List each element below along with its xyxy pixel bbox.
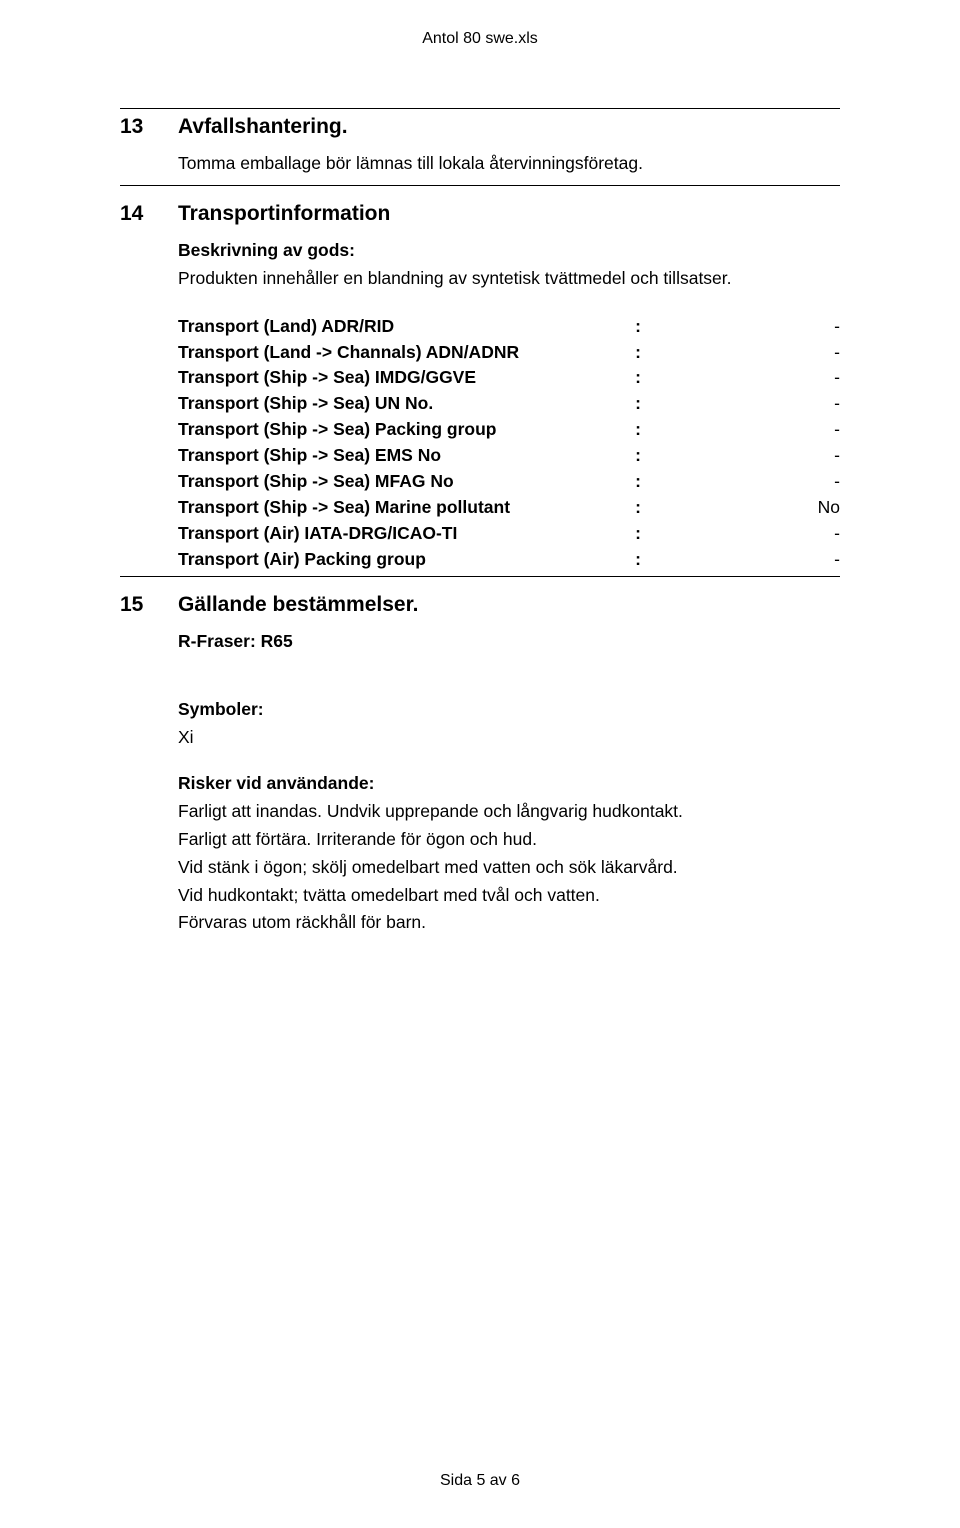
transport-value: - <box>668 391 840 417</box>
transport-row: Transport (Ship -> Sea) Marine pollutant… <box>178 495 840 521</box>
transport-row: Transport (Land -> Channals) ADN/ADNR : … <box>178 340 840 366</box>
transport-value: - <box>668 314 840 340</box>
transport-value: - <box>668 547 840 573</box>
transport-label: Transport (Air) IATA-DRG/ICAO-TI <box>178 521 608 547</box>
transport-colon: : <box>608 340 668 366</box>
section-13: 13 Avfallshantering. Tomma emballage bör… <box>120 108 840 186</box>
transport-value: No <box>668 495 840 521</box>
transport-label: Transport (Ship -> Sea) EMS No <box>178 443 608 469</box>
section-13-body: Tomma emballage bör lämnas till lokala å… <box>120 149 840 185</box>
transport-colon: : <box>608 417 668 443</box>
transport-label: Transport (Land -> Channals) ADN/ADNR <box>178 340 608 366</box>
risk-line: Farligt att förtära. Irriterande för ögo… <box>178 829 840 851</box>
transport-colon: : <box>608 469 668 495</box>
transport-label: Transport (Ship -> Sea) Marine pollutant <box>178 495 608 521</box>
risk-line: Farligt att inandas. Undvik upprepande o… <box>178 801 840 823</box>
transport-label: Transport (Ship -> Sea) IMDG/GGVE <box>178 365 608 391</box>
transport-colon: : <box>608 443 668 469</box>
transport-table-body: Transport (Land) ADR/RID : - Transport (… <box>178 314 840 573</box>
transport-row: Transport (Land) ADR/RID : - <box>178 314 840 340</box>
transport-row: Transport (Ship -> Sea) IMDG/GGVE : - <box>178 365 840 391</box>
transport-value: - <box>668 365 840 391</box>
risks-label: Risker vid användande: <box>178 773 840 795</box>
r-phrases-label: R-Fraser: R65 <box>178 631 840 653</box>
transport-colon: : <box>608 547 668 573</box>
section-15-head: 15 Gällande bestämmelser. <box>120 587 840 627</box>
risk-line: Vid hudkontakt; tvätta omedelbart med tv… <box>178 885 840 907</box>
transport-label: Transport (Ship -> Sea) UN No. <box>178 391 608 417</box>
transport-label: Transport (Air) Packing group <box>178 547 608 573</box>
section-14-head: 14 Transportinformation <box>120 196 840 236</box>
page-footer: Sida 5 av 6 <box>0 1472 960 1490</box>
transport-value: - <box>668 417 840 443</box>
transport-value: - <box>668 340 840 366</box>
transport-colon: : <box>608 314 668 340</box>
section-15: 15 Gällande bestämmelser. R-Fraser: R65 … <box>120 587 840 934</box>
transport-label: Transport (Ship -> Sea) MFAG No <box>178 469 608 495</box>
transport-colon: : <box>608 495 668 521</box>
transport-label: Transport (Land) ADR/RID <box>178 314 608 340</box>
section-14-number: 14 <box>120 202 178 226</box>
transport-row: Transport (Ship -> Sea) Packing group : … <box>178 417 840 443</box>
transport-row: Transport (Ship -> Sea) UN No. : - <box>178 391 840 417</box>
transport-colon: : <box>608 365 668 391</box>
risk-line: Förvaras utom räckhåll för barn. <box>178 912 840 934</box>
transport-colon: : <box>608 391 668 417</box>
section-13-number: 13 <box>120 115 178 139</box>
section-14-title: Transportinformation <box>178 202 390 226</box>
page: Antol 80 swe.xls 13 Avfallshantering. To… <box>0 0 960 1528</box>
section-13-text: Tomma emballage bör lämnas till lokala å… <box>178 153 840 175</box>
transport-label: Transport (Ship -> Sea) Packing group <box>178 417 608 443</box>
symbols-value: Xi <box>178 727 840 749</box>
section-14: 14 Transportinformation Beskrivning av g… <box>120 196 840 578</box>
section-13-head: 13 Avfallshantering. <box>120 109 840 149</box>
section-14-desc-heading: Beskrivning av gods: <box>178 240 840 262</box>
section-14-body: Beskrivning av gods: Produkten innehålle… <box>120 236 840 577</box>
transport-value: - <box>668 469 840 495</box>
risk-line: Vid stänk i ögon; skölj omedelbart med v… <box>178 857 840 879</box>
transport-row: Transport (Air) IATA-DRG/ICAO-TI : - <box>178 521 840 547</box>
symbols-label: Symboler: <box>178 699 840 721</box>
section-13-title: Avfallshantering. <box>178 115 348 139</box>
transport-row: Transport (Ship -> Sea) EMS No : - <box>178 443 840 469</box>
section-15-number: 15 <box>120 593 178 617</box>
transport-value: - <box>668 521 840 547</box>
transport-row: Transport (Ship -> Sea) MFAG No : - <box>178 469 840 495</box>
transport-colon: : <box>608 521 668 547</box>
section-15-body: R-Fraser: R65 Symboler: Xi Risker vid an… <box>120 627 840 934</box>
transport-value: - <box>668 443 840 469</box>
transport-table: Transport (Land) ADR/RID : - Transport (… <box>178 314 840 573</box>
section-14-desc-text: Produkten innehåller en blandning av syn… <box>178 268 840 290</box>
header-filename: Antol 80 swe.xls <box>120 30 840 48</box>
section-15-title: Gällande bestämmelser. <box>178 593 418 617</box>
transport-row: Transport (Air) Packing group : - <box>178 547 840 573</box>
